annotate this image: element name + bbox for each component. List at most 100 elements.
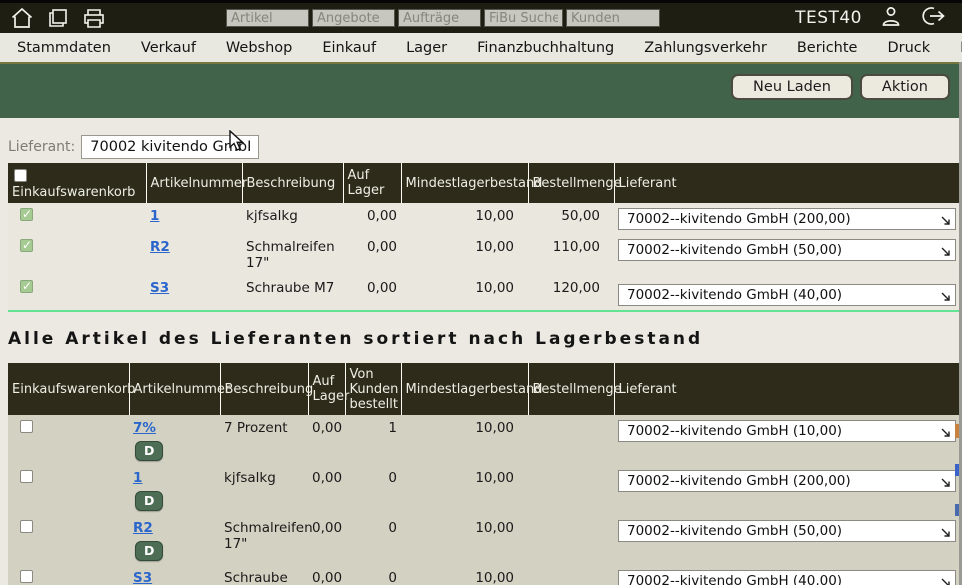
- col-bestellmenge: Bestellmenge: [527, 163, 622, 203]
- mindestlagerbestand-cell: 10,00: [401, 415, 528, 465]
- row-checkbox[interactable]: [20, 279, 33, 293]
- topbar-right: TEST40: [795, 5, 952, 31]
- auf-lager-cell: 0,00: [308, 465, 345, 515]
- col-label: Einkaufswarenkorb: [12, 184, 136, 200]
- clipped-element-sliver: [955, 464, 959, 476]
- topbar-system-icons: [10, 7, 106, 29]
- supplier-select-value: 70002--kivitendo GmbH (200,00): [627, 211, 851, 227]
- row-checkbox[interactable]: [20, 207, 33, 221]
- angebote-search-input[interactable]: [312, 9, 395, 27]
- menu-item-zahlungsverkehr[interactable]: Zahlungsverkehr: [644, 39, 767, 56]
- table-row: R2 D Schmalreifen 17" 0,00 0 10,00 70002-…: [8, 515, 960, 565]
- auf-lager-cell: 0,00: [343, 275, 401, 311]
- auf-lager-cell: 0,00: [308, 415, 345, 465]
- supplier-select-value: 70002--kivitendo GmbH (200,00): [627, 473, 851, 489]
- row-checkbox[interactable]: [20, 470, 33, 483]
- supplier-select[interactable]: 70002--kivitendo GmbH (200,00): [618, 470, 956, 492]
- bestellmenge-cell: [528, 465, 614, 515]
- description-cell: Schmalreifen 17": [242, 234, 343, 275]
- topbar-search-group: [226, 9, 660, 27]
- menu-item-berichte[interactable]: Berichte: [796, 39, 858, 56]
- col-auf-lager: Auf Lager: [307, 363, 349, 415]
- col-artikelnummer: Artikelnummer: [145, 163, 247, 203]
- aktion-button[interactable]: Aktion: [859, 74, 950, 100]
- mindestlagerbestand-cell: 10,00: [401, 515, 528, 565]
- col-bestellmenge: Bestellmenge: [527, 363, 622, 415]
- mindestlagerbestand-cell: 10,00: [401, 465, 528, 515]
- supplier-select[interactable]: 70002--kivitendo GmbH (40,00): [618, 284, 956, 306]
- description-cell: Schmalreifen 17": [220, 515, 313, 565]
- supplier-select[interactable]: 70002--kivitendo GmbH (40,00): [618, 570, 956, 585]
- row-checkbox[interactable]: [20, 520, 33, 533]
- menu-item-verkauf[interactable]: Verkauf: [140, 39, 196, 56]
- supplier-select-value: 70002--kivitendo GmbH (10,00): [627, 423, 843, 439]
- logout-icon[interactable]: [920, 5, 946, 31]
- artikel-search-input[interactable]: [226, 9, 309, 27]
- row-checkbox[interactable]: [20, 570, 33, 583]
- supplier-select-value: 70002--kivitendo GmbH (40,00): [627, 287, 843, 303]
- col-beschreibung: Beschreibung: [241, 163, 344, 203]
- menu-item-einkauf[interactable]: Einkauf: [322, 39, 377, 56]
- bestellmenge-cell: [528, 515, 614, 565]
- document-button[interactable]: D: [135, 491, 164, 511]
- bestellmenge-cell: [528, 565, 614, 585]
- print-icon[interactable]: [82, 7, 106, 29]
- user-icon[interactable]: [880, 5, 902, 31]
- col-lieferant: Lieferant: [613, 163, 960, 203]
- article-link[interactable]: R2: [150, 239, 170, 255]
- supplier-select[interactable]: 70002--kivitendo GmbH (10,00): [618, 420, 956, 442]
- copy-pages-icon[interactable]: [47, 7, 69, 29]
- menu-item-webshop[interactable]: Webshop: [225, 39, 293, 56]
- document-button[interactable]: D: [135, 541, 164, 561]
- kunden-search-input[interactable]: [566, 9, 660, 27]
- table-row: 7% D 7 Prozent 0,00 1 10,00 70002--kivite…: [8, 415, 960, 465]
- dropdown-arrow-icon: [941, 292, 950, 301]
- menu-item-lager[interactable]: Lager: [406, 39, 448, 56]
- mouse-cursor: [228, 129, 247, 156]
- von-kunden-cell: 0: [345, 465, 401, 515]
- article-link[interactable]: R2: [133, 520, 153, 536]
- description-cell: Schraube M7: [220, 565, 308, 585]
- auf-lager-cell: 0,00: [343, 203, 401, 234]
- supplier-select[interactable]: 70002--kivitendo GmbH (50,00): [618, 520, 956, 542]
- menu-item-finanzbuchhaltung[interactable]: Finanzbuchhaltung: [477, 39, 615, 56]
- dropdown-arrow-icon: [941, 478, 950, 487]
- reload-button[interactable]: Neu Laden: [731, 74, 853, 100]
- article-link[interactable]: 1: [150, 208, 160, 224]
- article-link[interactable]: S3: [150, 280, 170, 296]
- description-cell: Schraube M7: [242, 275, 343, 311]
- select-all-checkbox[interactable]: [14, 168, 27, 182]
- article-link[interactable]: 1: [133, 470, 143, 486]
- supplier-label: Lieferant:: [8, 139, 76, 155]
- menu-item-produktivitaet[interactable]: Produktivität: [945, 40, 962, 56]
- document-button[interactable]: D: [135, 441, 164, 461]
- article-link[interactable]: S3: [133, 570, 153, 585]
- row-checkbox[interactable]: [20, 420, 33, 433]
- dropdown-arrow-icon: [941, 247, 950, 256]
- menu-item-stammdaten[interactable]: Stammdaten: [17, 39, 111, 56]
- home-icon[interactable]: [10, 7, 34, 29]
- col-von-kunden-bestellt: Von Kunden bestellt: [344, 363, 402, 415]
- table-row: 1 D kjfsalkg 0,00 0 10,00 70002--kivitend…: [8, 465, 960, 515]
- menu-item-druck[interactable]: Druck: [887, 39, 931, 56]
- cart-table: Einkaufswarenkorb Artikelnummer Beschrei…: [8, 163, 960, 312]
- article-link[interactable]: 7%: [133, 420, 156, 436]
- mindestlagerbestand-cell: 10,00: [401, 565, 528, 585]
- supplier-select[interactable]: 70002--kivitendo GmbH (200,00): [618, 208, 956, 230]
- section-title: Alle Artikel des Lieferanten sortiert na…: [8, 329, 704, 349]
- bestellmenge-cell: [528, 415, 614, 465]
- col-einkaufswarenkorb: Einkaufswarenkorb: [8, 363, 135, 415]
- description-cell: kjfsalkg: [242, 203, 343, 234]
- auftraege-search-input[interactable]: [398, 9, 481, 27]
- description-cell: 7 Prozent: [220, 415, 308, 465]
- row-checkbox[interactable]: [20, 238, 33, 252]
- supplier-select[interactable]: 70002--kivitendo GmbH (50,00): [618, 239, 956, 261]
- main-menu: Stammdaten Verkauf Webshop Einkauf Lager…: [0, 33, 962, 62]
- col-einkaufswarenkorb: Einkaufswarenkorb: [8, 163, 147, 203]
- supplier-filter-row: Lieferant:: [0, 118, 962, 163]
- von-kunden-cell: 0: [345, 565, 401, 585]
- supplier-select-value: 70002--kivitendo GmbH (50,00): [627, 242, 843, 258]
- auf-lager-cell: 0,00: [308, 565, 345, 585]
- fibu-search-input[interactable]: [484, 9, 563, 27]
- clipped-element-sliver: [955, 504, 959, 516]
